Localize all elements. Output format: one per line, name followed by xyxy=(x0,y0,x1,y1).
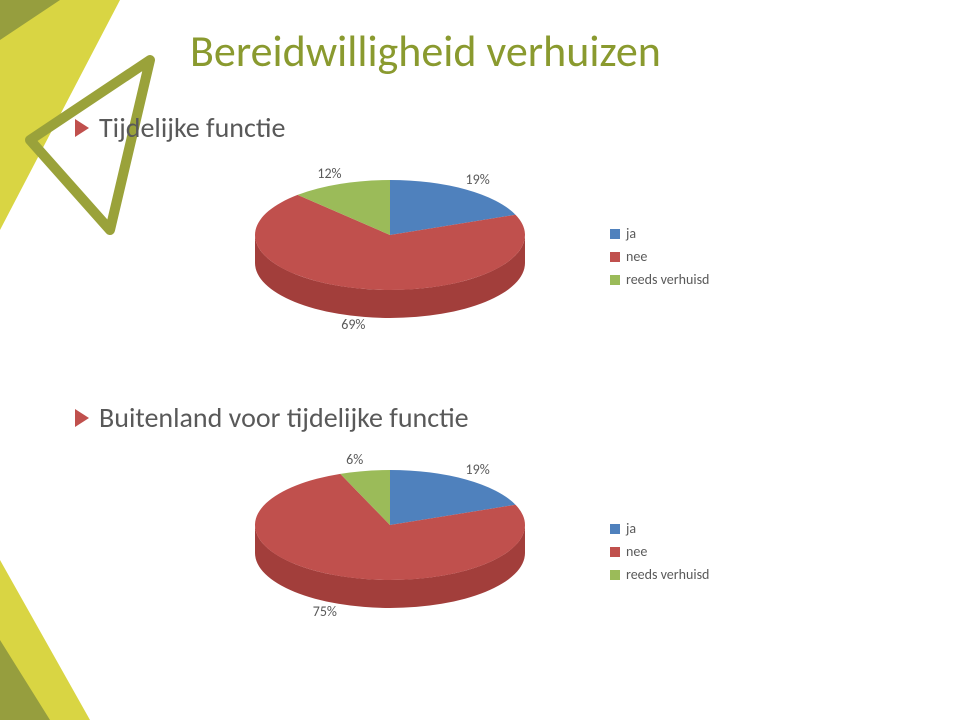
slice-label: 19% xyxy=(466,171,490,188)
legend-swatch xyxy=(610,524,620,534)
legend-item: ja xyxy=(610,520,709,537)
legend-label: ja xyxy=(626,520,636,537)
legend-label: reeds verhuisd xyxy=(626,566,709,583)
legend-item: nee xyxy=(610,543,709,560)
legend-1: ja nee reeds verhuisd xyxy=(610,225,709,294)
legend-item: reeds verhuisd xyxy=(610,566,709,583)
legend-item: nee xyxy=(610,248,709,265)
slice-label: 6% xyxy=(346,451,363,468)
chart-2 xyxy=(235,455,555,625)
legend-swatch xyxy=(610,252,620,262)
chart-1 xyxy=(235,165,555,335)
legend-label: reeds verhuisd xyxy=(626,271,709,288)
legend-swatch xyxy=(610,547,620,557)
legend-label: nee xyxy=(626,248,647,265)
slice-label: 12% xyxy=(317,165,341,182)
bullet-2-text: Buitenland voor tijdelijke functie xyxy=(99,400,469,435)
bullet-1: Tijdelijke functie xyxy=(75,110,285,145)
legend-item: ja xyxy=(610,225,709,242)
slice-label: 75% xyxy=(313,603,337,620)
legend-2: ja nee reeds verhuisd xyxy=(610,520,709,589)
pie-chart-1 xyxy=(235,165,555,335)
legend-swatch xyxy=(610,229,620,239)
bullet-2: Buitenland voor tijdelijke functie xyxy=(75,400,469,435)
page-title: Bereidwilligheid verhuizen xyxy=(190,24,661,78)
bullet-arrow-icon xyxy=(75,119,89,137)
bullet-1-text: Tijdelijke functie xyxy=(99,110,285,145)
legend-label: nee xyxy=(626,543,647,560)
bullet-arrow-icon xyxy=(75,409,89,427)
pie-chart-2 xyxy=(235,455,555,625)
slice-label: 19% xyxy=(466,461,490,478)
legend-item: reeds verhuisd xyxy=(610,271,709,288)
legend-swatch xyxy=(610,275,620,285)
legend-swatch xyxy=(610,570,620,580)
legend-label: ja xyxy=(626,225,636,242)
slice-label: 69% xyxy=(341,316,365,333)
